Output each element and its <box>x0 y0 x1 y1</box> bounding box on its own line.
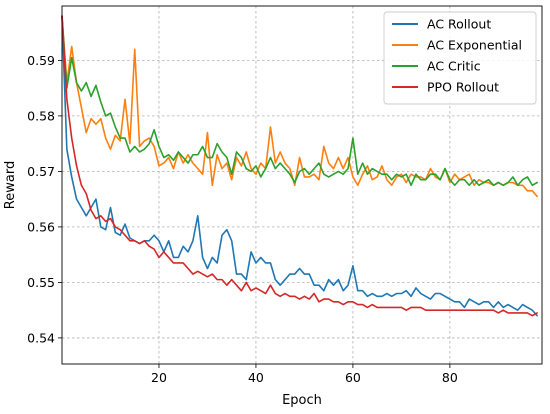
legend-label: AC Exponential <box>427 38 522 53</box>
y-tick-label: 0.55 <box>27 275 55 290</box>
x-axis-ticks: 20 40 60 80 <box>151 364 458 385</box>
y-tick-label: 0.56 <box>27 219 55 234</box>
series-line-ppo-rollout <box>61 15 538 317</box>
x-tick-label: 40 <box>248 370 264 385</box>
plot-frame <box>61 5 543 365</box>
legend-label: AC Rollout <box>427 17 491 32</box>
series-line-ac-critic <box>61 15 538 187</box>
y-axis-ticks: 0.54 0.55 0.56 0.57 0.58 0.59 <box>27 53 62 345</box>
y-axis-label: Reward <box>3 161 18 209</box>
x-axis-label: Epoch <box>282 393 322 408</box>
legend-label: AC Critic <box>427 59 481 74</box>
y-tick-label: 0.58 <box>27 108 55 123</box>
x-tick-label: 80 <box>442 370 458 385</box>
legend: AC Rollout AC Exponential AC Critic PPO Rol… <box>383 11 537 105</box>
x-tick-label: 60 <box>345 370 361 385</box>
series-line-ac-exponential <box>61 15 538 198</box>
y-tick-label: 0.54 <box>27 330 55 345</box>
legend-box <box>383 11 537 105</box>
series-lines <box>61 15 538 317</box>
legend-label: PPO Rollout <box>427 80 499 95</box>
y-tick-label: 0.57 <box>27 164 55 179</box>
y-tick-label: 0.59 <box>27 53 55 68</box>
x-tick-label: 20 <box>151 370 167 385</box>
